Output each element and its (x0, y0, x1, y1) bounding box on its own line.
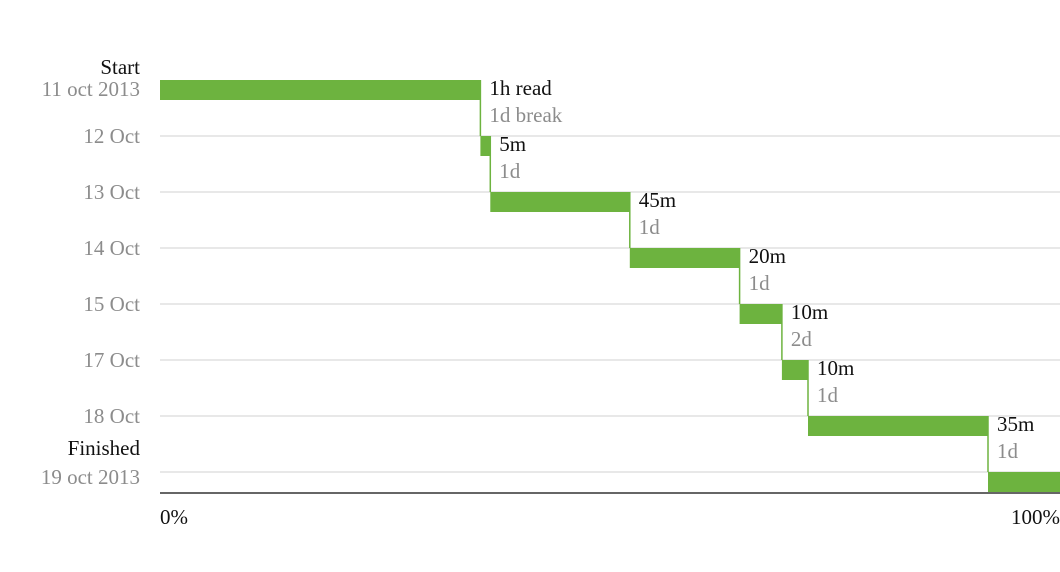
session-gap-label: 1d break (489, 103, 562, 127)
session-bar (781, 360, 808, 380)
session-duration-label: 10m (817, 356, 854, 380)
session-bar (490, 192, 630, 212)
session-gap-label: 1d (817, 383, 839, 407)
session-bar (988, 472, 1060, 492)
session-gap-label: 1d (499, 159, 521, 183)
session-bars (160, 80, 1060, 492)
session-duration-label: 5m (499, 132, 526, 156)
session-connectors (479, 80, 989, 472)
session-bar (739, 304, 782, 324)
start-label: Start (100, 55, 140, 79)
session-gap-label: 2d (791, 327, 813, 351)
date-labels: Start 11 oct 2013 Finished 19 oct 2013 1… (41, 55, 141, 489)
session-duration-label: 10m (791, 300, 828, 324)
session-bar (160, 80, 481, 100)
finish-date-label: 19 oct 2013 (41, 465, 140, 489)
date-row-label: 17 Oct (83, 348, 140, 372)
session-duration-label: 35m (997, 412, 1034, 436)
session-bar (480, 136, 491, 156)
grid-lines (160, 135, 1060, 473)
session-bar (808, 416, 988, 436)
x-axis-tick-100: 100% (1011, 505, 1060, 529)
session-duration-label: 20m (749, 244, 786, 268)
date-row-label: 14 Oct (83, 236, 140, 260)
date-row-label: 15 Oct (83, 292, 140, 316)
date-row-label: 13 Oct (83, 180, 140, 204)
x-axis-tick-0: 0% (160, 505, 188, 529)
session-gap-label: 1d (639, 215, 661, 239)
session-gap-label: 1d (997, 439, 1019, 463)
date-row-label: 12 Oct (83, 124, 140, 148)
session-bar (629, 248, 740, 268)
session-duration-label: 1h read (489, 76, 552, 100)
start-date-label: 11 oct 2013 (42, 77, 140, 101)
session-gap-label: 1d (749, 271, 771, 295)
session-duration-label: 45m (639, 188, 676, 212)
finished-label: Finished (68, 436, 141, 460)
date-row-label: 18 Oct (83, 404, 140, 428)
